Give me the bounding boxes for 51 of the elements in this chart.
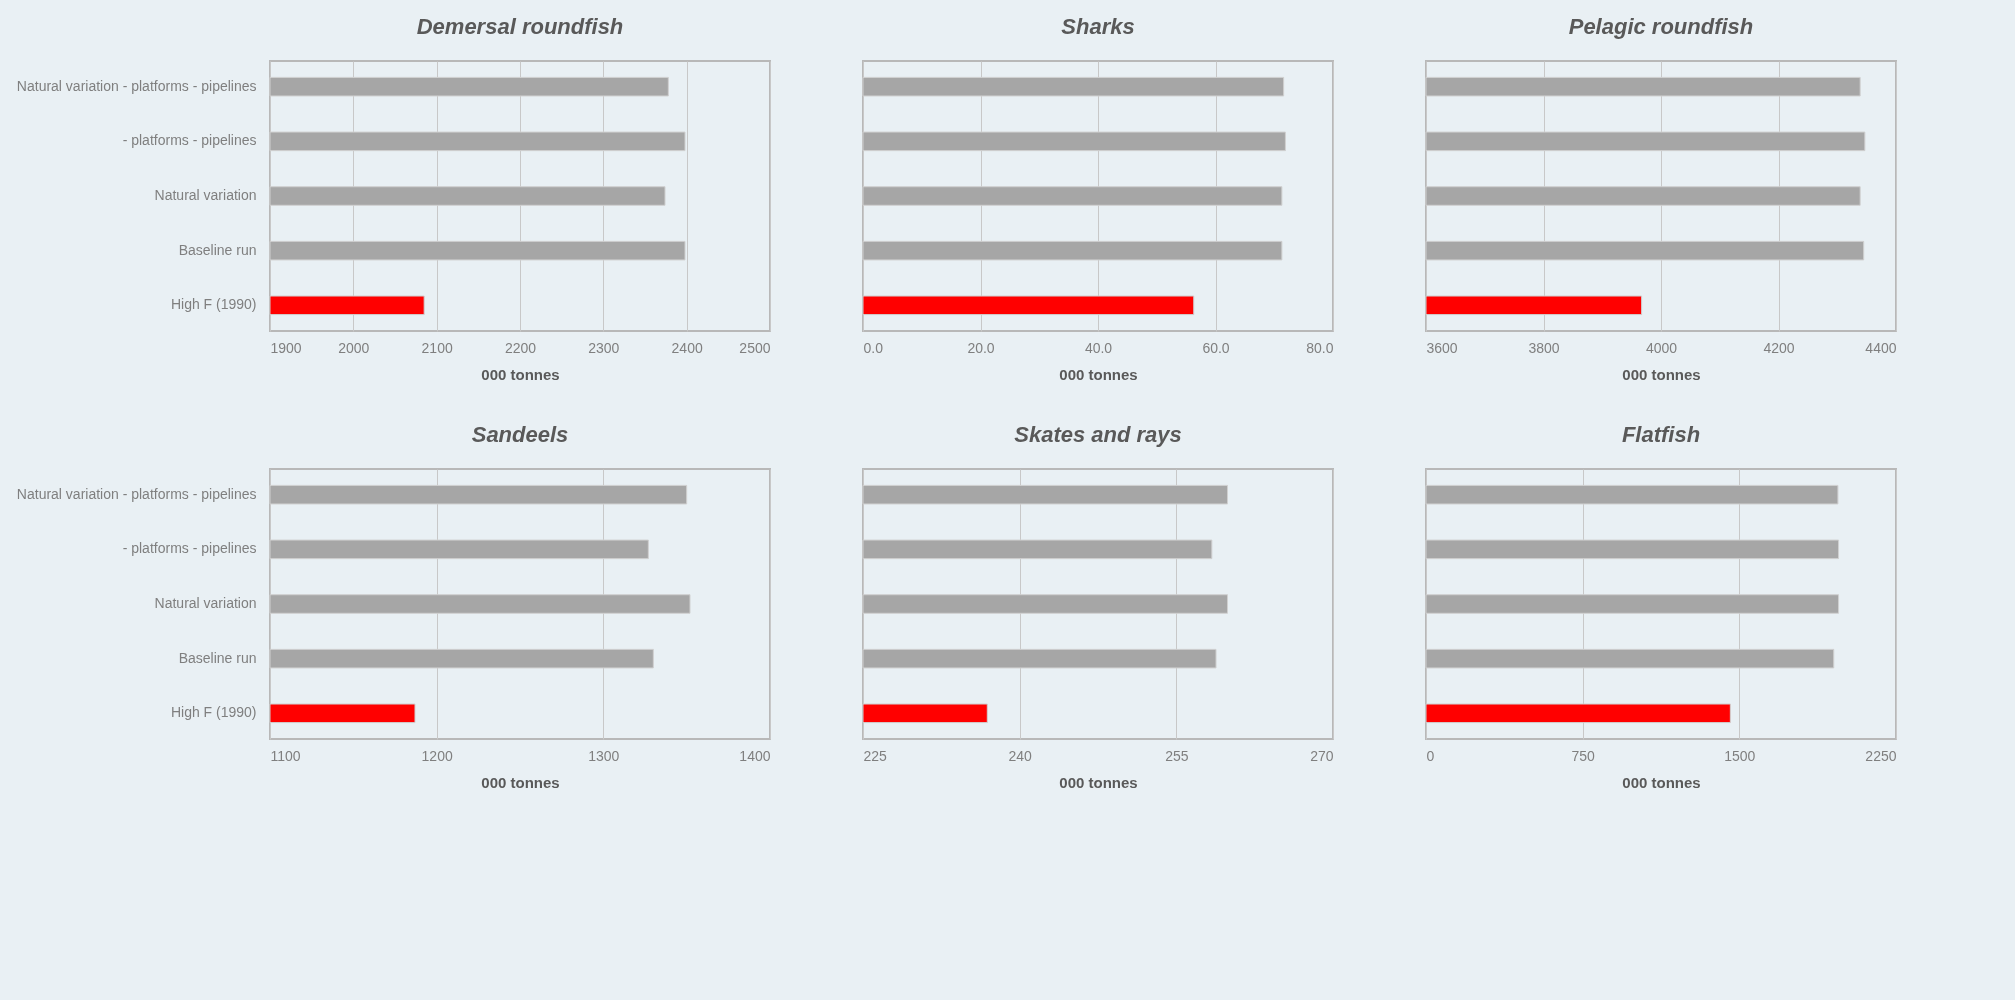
- x-tick-label: 1300: [588, 747, 620, 764]
- x-axis-title: 000 tonnes: [481, 365, 560, 383]
- x-tick-label: 0: [1426, 747, 1435, 764]
- y-tick-label: Baseline run: [178, 241, 257, 258]
- y-tick-label: - platforms - pipelines: [122, 540, 257, 557]
- x-tick-label: 20.0: [967, 339, 995, 356]
- x-tick-label: 2100: [421, 339, 453, 356]
- x-axis-title: 000 tonnes: [1059, 365, 1138, 383]
- chart-title: Sharks: [1061, 14, 1135, 39]
- chart-title: Demersal roundfish: [416, 14, 624, 39]
- y-tick-label: High F (1990): [170, 296, 257, 313]
- x-tick-label: 40.0: [1084, 339, 1113, 356]
- x-tick-label: 3600: [1426, 339, 1458, 356]
- x-tick-label: 1200: [421, 747, 453, 764]
- chart-title: Flatfish: [1621, 422, 1701, 447]
- x-axis-title: 000 tonnes: [1059, 773, 1138, 791]
- x-tick-label: 240: [1008, 747, 1033, 764]
- x-tick-label: 80.0: [1306, 339, 1334, 356]
- x-tick-label: 1100: [270, 747, 301, 764]
- y-tick-label: Natural variation - platforms - pipelines: [16, 485, 257, 502]
- x-tick-label: 270: [1310, 747, 1334, 764]
- x-tick-label: 2200: [504, 339, 537, 356]
- y-tick-label: Baseline run: [178, 649, 257, 666]
- x-tick-label: 3800: [1528, 339, 1560, 356]
- x-tick-label: 2000: [338, 339, 370, 356]
- x-tick-label: 225: [863, 747, 888, 764]
- x-tick-label: 750: [1571, 747, 1596, 764]
- x-tick-label: 2300: [588, 339, 620, 356]
- x-axis-title: 000 tonnes: [1622, 365, 1701, 383]
- x-axis-title: 000 tonnes: [481, 773, 560, 791]
- x-axis-title: 000 tonnes: [1622, 773, 1701, 791]
- y-tick-label: Natural variation: [154, 595, 257, 611]
- y-tick-label: - platforms - pipelines: [122, 132, 257, 149]
- x-tick-label: 1900: [270, 339, 302, 356]
- y-tick-label: Natural variation - platforms - pipelines: [16, 77, 257, 94]
- y-tick-label: High F (1990): [170, 704, 257, 721]
- x-tick-label: 1400: [739, 747, 771, 764]
- x-tick-label: 0.0: [863, 339, 884, 356]
- x-tick-label: 2250: [1865, 747, 1897, 764]
- x-tick-label: 4400: [1865, 339, 1897, 356]
- chart-title: Sandeels: [471, 422, 569, 447]
- x-tick-label: 255: [1165, 747, 1189, 764]
- chart-title: Pelagic roundfish: [1568, 14, 1754, 39]
- y-tick-label: Natural variation: [154, 187, 257, 203]
- x-tick-label: 4000: [1645, 339, 1678, 356]
- x-tick-label: 60.0: [1202, 339, 1230, 356]
- x-tick-label: 2500: [739, 339, 771, 356]
- x-tick-label: 4200: [1763, 339, 1795, 356]
- x-tick-label: 2400: [671, 339, 703, 356]
- x-tick-label: 1500: [1724, 747, 1756, 764]
- chart-title: Skates and rays: [1014, 422, 1182, 447]
